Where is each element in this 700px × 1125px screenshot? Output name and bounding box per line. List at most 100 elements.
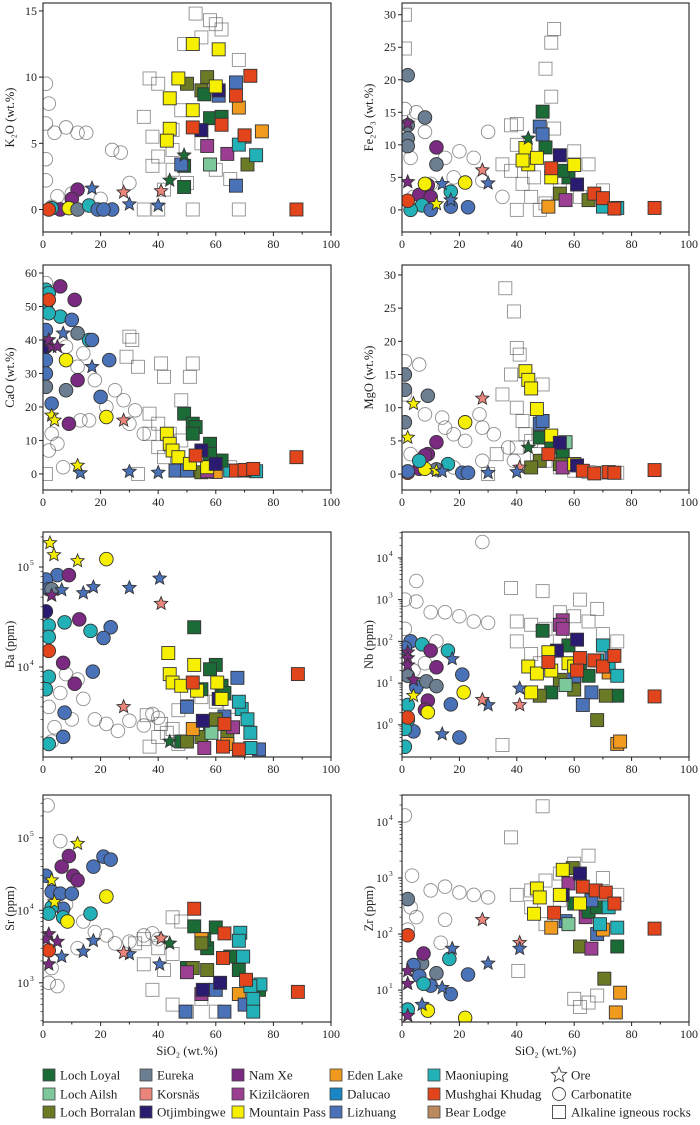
mountain-pass-circle-point <box>99 551 114 567</box>
mushghai-khudag-square-point <box>243 68 258 83</box>
y-tick-exponent: 4 <box>389 813 393 822</box>
kizilc-oren-square-point <box>200 139 215 153</box>
mountain-pass-circle-point <box>457 415 473 430</box>
otjimbingwe-square-point <box>213 975 228 990</box>
alkaline-rock-square-point <box>128 936 143 951</box>
carbonatite-circle-point <box>495 189 510 205</box>
y-tick-exponent: 3 <box>389 869 393 878</box>
carbonatite-circle-point <box>50 436 65 452</box>
carbonatite-circle-point <box>50 978 65 994</box>
alkaline-rock-square-point <box>122 329 137 344</box>
lizhuang-square-point <box>229 75 243 90</box>
lizhuang-star-point <box>121 196 138 211</box>
mountain-pass-square-point <box>524 381 539 396</box>
alkaline-rock-square-point <box>581 614 596 629</box>
carbonatite-circle-point <box>411 357 427 372</box>
y-tick-label: 10 <box>17 560 29 574</box>
lizhuang-star-point <box>55 325 71 340</box>
lizhuang-circle-point <box>93 389 108 405</box>
x-tick-label: 20 <box>95 762 107 776</box>
x-tick-label: 20 <box>453 237 465 251</box>
legend-item-loch-ailsh: Loch Ailsh <box>42 1087 118 1102</box>
nam-xe-star-point <box>43 956 57 971</box>
y-axis-label: Ba (ppm) <box>3 621 17 669</box>
alkaline-rock-square-point <box>512 347 527 362</box>
carbonatite-circle-point <box>452 144 467 159</box>
lizhuang-circle-point <box>101 352 117 368</box>
y-tick-label: 40 <box>25 333 37 347</box>
lizhuang-star-point <box>150 464 167 480</box>
legend-item-korsn-s: Korsnäs <box>139 1087 200 1102</box>
korsn-s-star-point <box>153 182 169 198</box>
nam-xe-circle-point <box>67 292 82 308</box>
mountain-pass-square-point <box>171 71 186 86</box>
y-tick-label: 10 <box>376 593 388 607</box>
maoniuping-circle-point <box>43 629 57 645</box>
lizhuang-circle-point <box>64 886 80 901</box>
mushghai-khudag-square-point <box>217 716 232 731</box>
nam-xe-star-point <box>49 338 66 354</box>
mushghai-khudag-square-point <box>289 450 304 465</box>
eureka-circle-point <box>429 157 444 172</box>
maoniuping-square-point <box>610 668 625 683</box>
legend-item-nam-xe: Nam Xe <box>231 1068 293 1083</box>
lizhuang-circle-point <box>443 697 459 712</box>
mountain-pass-square-point <box>174 678 189 693</box>
legend-swatch <box>231 1068 245 1082</box>
legend-swatch <box>231 1105 245 1119</box>
mushghai-khudag-square-point <box>187 901 202 916</box>
mountain-pass-star-point <box>402 429 416 445</box>
loch-loyal-square-point <box>203 662 217 677</box>
alkaline-rock-square-point <box>208 17 223 32</box>
legend-swatch <box>427 1087 441 1101</box>
mountain-pass-square-point <box>555 862 570 877</box>
y-tick-label: 5 <box>390 170 396 184</box>
y-tick-label: 10 <box>25 433 37 447</box>
y-tick-exponent: 4 <box>389 549 393 558</box>
legend-item-loch-loyal: Loch Loyal <box>42 1068 121 1083</box>
legend-swatch <box>231 1087 245 1101</box>
alkaline-rock-square-point <box>214 22 229 37</box>
x-tick-label: 60 <box>568 237 580 251</box>
maoniuping-square-point <box>243 725 258 740</box>
korsn-s-star-point <box>474 691 491 707</box>
nam-xe-star-point <box>402 975 416 991</box>
mountain-pass-circle-point <box>417 176 433 192</box>
y-tick-label: 10 <box>17 903 29 917</box>
loch-ailsh-square-point <box>203 157 217 172</box>
x-tick-label: 40 <box>511 237 523 251</box>
carbonatite-circle-point <box>433 935 448 950</box>
lizhuang-star-point <box>511 940 528 956</box>
legend-label: Nam Xe <box>249 1068 293 1083</box>
eureka-circle-point <box>70 326 85 341</box>
mountain-pass-square-point <box>185 103 200 118</box>
data-points <box>43 534 305 757</box>
lizhuang-star-point <box>414 996 430 1012</box>
mushghai-khudag-square-point <box>575 879 590 894</box>
mushghai-khudag-circle-point <box>402 710 415 725</box>
nam-xe-star-point <box>49 933 66 949</box>
lizhuang-circle-point <box>64 312 80 328</box>
lizhuang-star-point <box>442 191 459 207</box>
lizhuang-star-point <box>434 979 450 995</box>
mountain-pass-star-point <box>43 534 58 550</box>
maoniuping-circle-point <box>43 681 54 697</box>
alkaline-rock-square-point <box>174 393 189 408</box>
alkaline-rock-square-point <box>504 830 519 845</box>
x-tick-label: 40 <box>152 1027 164 1041</box>
alkaline-rock-square-point <box>509 614 524 629</box>
eureka-circle-point <box>420 388 436 404</box>
x-tick-label: 60 <box>210 237 222 251</box>
alkaline-rock-square-point <box>182 369 197 384</box>
kizilc-oren-square-point <box>197 741 212 755</box>
mushghai-khudag-square-point <box>216 739 230 754</box>
carbonatite-circle-point <box>55 459 71 475</box>
lizhuang-square-point <box>178 1004 193 1019</box>
otjimbingwe-circle-point <box>43 604 54 619</box>
legend-item-dalucao: Dalucao <box>329 1087 390 1102</box>
kizilc-oren-square-point <box>584 941 599 956</box>
alkaline-rock-square-point <box>142 426 157 441</box>
alkaline-rock-square-point <box>231 202 246 217</box>
